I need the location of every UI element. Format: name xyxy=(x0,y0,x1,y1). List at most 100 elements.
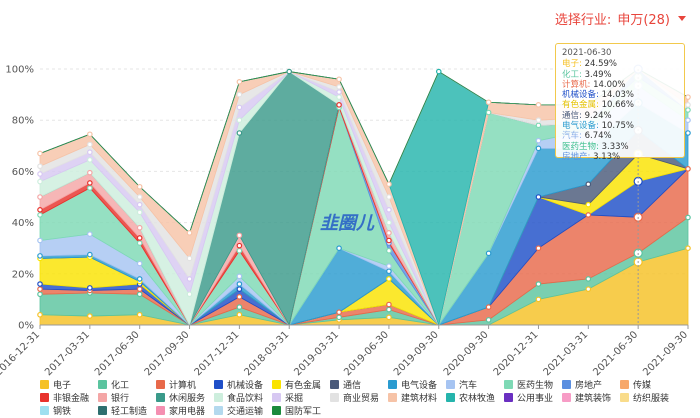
data-point[interactable] xyxy=(186,230,193,236)
data-point[interactable] xyxy=(236,117,243,124)
data-point[interactable] xyxy=(386,237,392,244)
data-point[interactable] xyxy=(186,291,193,298)
legend-item[interactable]: 电子 xyxy=(40,378,71,391)
data-point[interactable] xyxy=(585,286,592,292)
data-point[interactable] xyxy=(336,89,342,95)
data-point[interactable] xyxy=(136,235,143,241)
data-point[interactable] xyxy=(136,286,143,292)
data-point[interactable] xyxy=(236,311,243,318)
legend-item[interactable]: 化工 xyxy=(98,378,129,391)
data-point[interactable] xyxy=(37,237,43,244)
data-point[interactable] xyxy=(535,117,542,124)
data-point[interactable] xyxy=(186,255,193,262)
data-point[interactable] xyxy=(685,102,691,108)
data-point[interactable] xyxy=(87,141,93,148)
legend-item[interactable]: 有色金属 xyxy=(272,378,321,391)
data-point[interactable] xyxy=(37,253,43,259)
data-point[interactable] xyxy=(236,304,243,310)
data-point[interactable] xyxy=(236,242,243,249)
data-point[interactable] xyxy=(485,99,492,106)
data-point[interactable] xyxy=(87,169,93,176)
data-point[interactable] xyxy=(386,207,392,213)
legend-item[interactable]: 建筑材料 xyxy=(388,391,437,404)
data-point[interactable] xyxy=(186,276,193,282)
data-point[interactable] xyxy=(336,309,342,316)
industry-select-value[interactable]: 申万(28) xyxy=(617,13,670,28)
legend-item[interactable]: 钢铁 xyxy=(40,404,71,417)
data-point[interactable] xyxy=(37,212,43,218)
chart-legend[interactable]: 电子 化工 计算机 机械设备 有色金属 通信 电气设备 汽车 医药生物 房地产 传媒 非银金融 银行 休闲… xyxy=(40,378,700,418)
data-point[interactable] xyxy=(485,317,492,323)
data-point[interactable] xyxy=(485,250,492,257)
data-point[interactable] xyxy=(236,91,243,98)
legend-item[interactable]: 纺织服装 xyxy=(620,391,669,404)
data-point[interactable] xyxy=(386,306,392,313)
legend-item[interactable]: 农林牧渔 xyxy=(446,391,495,404)
chevron-down-icon[interactable] xyxy=(678,16,686,21)
data-point[interactable] xyxy=(535,245,542,252)
legend-item[interactable]: 交通运输 xyxy=(214,404,263,417)
data-point[interactable] xyxy=(236,281,243,287)
data-point[interactable] xyxy=(136,201,143,208)
legend-item[interactable]: 传媒 xyxy=(620,378,651,391)
legend-item[interactable]: 食品饮料 xyxy=(214,391,263,404)
legend-item[interactable]: 汽车 xyxy=(446,378,477,391)
data-point[interactable] xyxy=(236,232,243,239)
data-point[interactable] xyxy=(136,276,143,282)
data-point[interactable] xyxy=(386,247,392,254)
data-point[interactable] xyxy=(37,150,43,157)
legend-item[interactable]: 电气设备 xyxy=(388,378,437,391)
data-point[interactable] xyxy=(236,294,243,300)
data-point[interactable] xyxy=(136,183,143,190)
data-point[interactable] xyxy=(136,209,143,216)
data-point[interactable] xyxy=(286,68,293,75)
data-point[interactable] xyxy=(236,247,243,254)
data-point[interactable] xyxy=(87,313,93,319)
legend-item[interactable]: 非银金融 xyxy=(40,391,89,404)
legend-item[interactable]: 轻工制造 xyxy=(98,404,147,417)
data-point[interactable] xyxy=(87,180,93,186)
data-point[interactable] xyxy=(685,107,691,113)
legend-item[interactable]: 医药生物 xyxy=(504,378,553,391)
legend-item[interactable]: 国防军工 xyxy=(272,404,321,417)
data-point[interactable] xyxy=(386,314,392,321)
data-point[interactable] xyxy=(535,194,542,200)
legend-item[interactable]: 商业贸易 xyxy=(330,391,379,404)
data-point[interactable] xyxy=(685,117,691,124)
industry-select[interactable]: 选择行业: 申万(28) xyxy=(555,9,686,28)
data-point[interactable] xyxy=(386,268,392,275)
data-point[interactable] xyxy=(685,94,691,100)
data-point[interactable] xyxy=(336,102,342,108)
data-point[interactable] xyxy=(37,291,43,298)
data-point[interactable] xyxy=(386,301,392,308)
data-point[interactable] xyxy=(136,224,143,231)
legend-item[interactable]: 公用事业 xyxy=(504,391,553,404)
data-point[interactable] xyxy=(236,286,243,292)
legend-item[interactable]: 休闲服务 xyxy=(156,391,205,404)
legend-item[interactable]: 银行 xyxy=(98,391,129,404)
data-point[interactable] xyxy=(87,231,93,237)
data-point[interactable] xyxy=(136,240,143,246)
data-point[interactable] xyxy=(37,178,43,185)
data-point[interactable] xyxy=(37,207,43,213)
data-point[interactable] xyxy=(685,166,691,172)
data-point[interactable] xyxy=(386,219,392,226)
data-point[interactable] xyxy=(336,245,342,252)
legend-item[interactable]: 计算机 xyxy=(156,378,196,391)
data-point[interactable] xyxy=(336,314,342,321)
data-point[interactable] xyxy=(336,76,342,83)
data-point[interactable] xyxy=(535,122,542,129)
data-point[interactable] xyxy=(136,260,143,267)
data-point[interactable] xyxy=(585,276,592,282)
data-point[interactable] xyxy=(386,194,392,200)
data-point[interactable] xyxy=(585,201,592,208)
data-point[interactable] xyxy=(87,131,93,138)
data-point[interactable] xyxy=(485,109,492,116)
data-point[interactable] xyxy=(136,311,143,318)
data-point[interactable] xyxy=(485,304,492,310)
data-point[interactable] xyxy=(236,104,243,111)
data-point[interactable] xyxy=(435,68,442,75)
data-point[interactable] xyxy=(585,212,592,218)
data-point[interactable] xyxy=(535,296,542,303)
data-point[interactable] xyxy=(336,94,342,100)
